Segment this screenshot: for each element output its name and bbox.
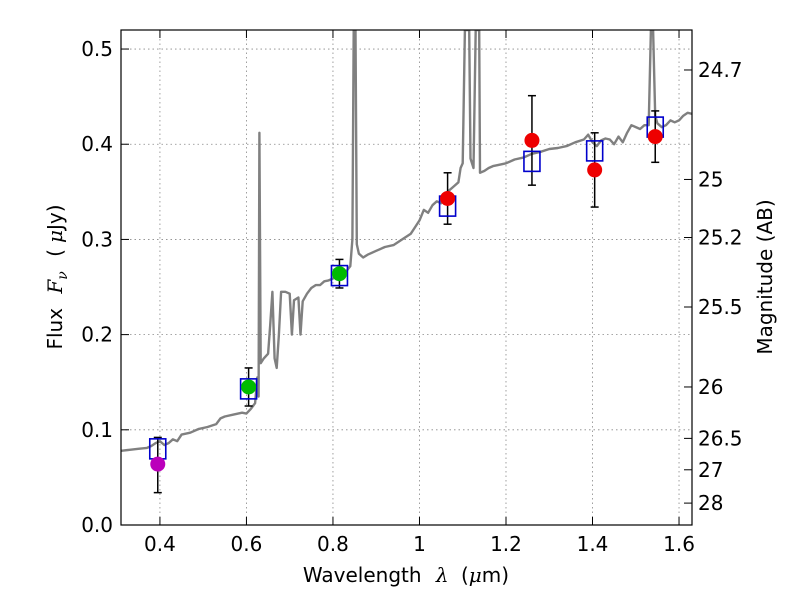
observed-flux-marker <box>524 132 540 148</box>
magnitude-tick-label: 25.5 <box>698 295 743 319</box>
observed-flux-marker <box>647 129 663 145</box>
y-tick-label: 0.5 <box>81 37 113 61</box>
model-flux-box <box>330 264 349 287</box>
magnitude-tick-label: 26.5 <box>698 426 743 450</box>
observed-flux-marker <box>241 379 257 395</box>
x-tick-label: 0.8 <box>317 532 349 556</box>
template-spectrum-line <box>121 30 692 452</box>
y-tick-label: 0.3 <box>81 227 113 251</box>
magnitude-axis-label: Magnitude (AB) <box>753 199 777 354</box>
x-tick-label: 1.6 <box>663 532 695 556</box>
x-axis-label: Wavelength λ (μm) <box>303 563 509 587</box>
observed-flux-marker <box>440 190 456 206</box>
x-tick-label: 0.4 <box>144 532 176 556</box>
magnitude-tick-label: 24.7 <box>698 58 743 82</box>
y-tick-label: 0.1 <box>81 418 113 442</box>
y-tick-label: 0.0 <box>81 513 113 537</box>
y-tick-label: 0.2 <box>81 323 113 347</box>
x-tick-label: 1 <box>413 532 426 556</box>
model-flux-box <box>585 140 604 162</box>
axis-ticks: 0.4 0.6 0.8 1 1.2 1.4 1.6 0.0 0.1 0.2 0.3 0.4 0.5 24.… <box>81 30 743 556</box>
observed-flux-points <box>150 129 663 472</box>
x-tick-label: 1.4 <box>577 532 609 556</box>
grid <box>121 30 692 526</box>
magnitude-tick-label: 25 <box>698 167 723 191</box>
magnitude-tick-label: 27 <box>698 458 723 482</box>
magnitude-tick-label: 28 <box>698 491 723 515</box>
magnitude-tick-label: 26 <box>698 375 723 399</box>
observed-flux-marker <box>150 456 166 472</box>
model-flux-box <box>523 150 541 173</box>
magnitude-tick-label: 25.2 <box>698 226 743 250</box>
y-tick-label: 0.4 <box>81 132 113 156</box>
template-spectrum-layer <box>121 30 692 452</box>
y-axis-label: Flux Fν (μJy) <box>43 204 72 349</box>
plot-frame <box>120 29 693 526</box>
observed-flux-marker <box>331 266 347 282</box>
observed-flux-marker <box>587 162 603 178</box>
x-tick-label: 0.6 <box>231 532 263 556</box>
x-tick-label: 1.2 <box>490 532 522 556</box>
model-flux-box <box>239 378 258 400</box>
